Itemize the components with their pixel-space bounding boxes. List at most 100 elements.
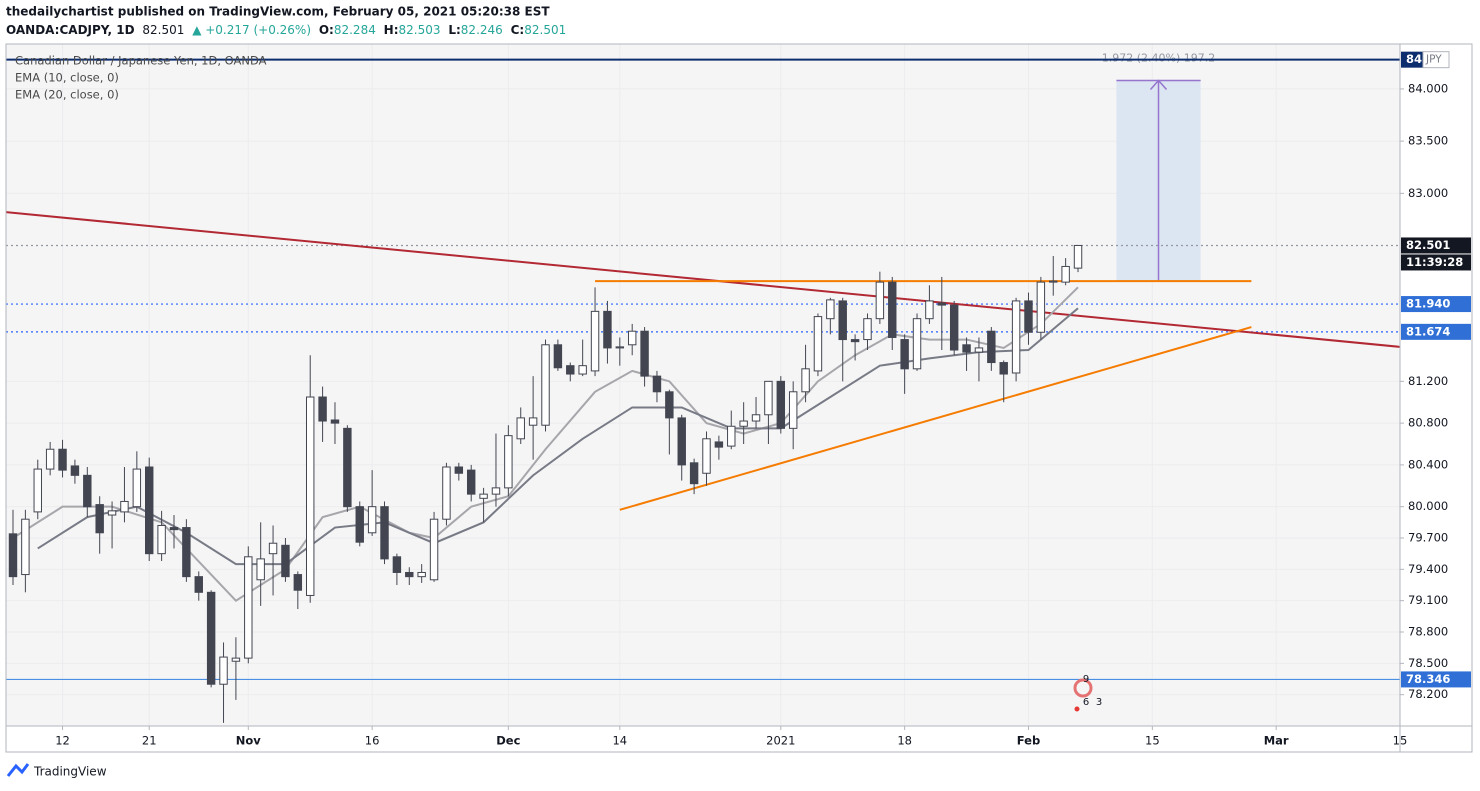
candle-body (83, 474, 92, 508)
candle-body (466, 469, 476, 495)
trendline (6, 211, 1400, 348)
candle-body (417, 571, 426, 578)
candle-body (652, 375, 662, 393)
ohlc-value: 82.284 (334, 23, 376, 37)
candle-body (1061, 265, 1070, 283)
candle-body (330, 419, 340, 424)
y-tick-label: 80.400 (1408, 457, 1448, 471)
candle-body (169, 527, 179, 531)
y-tick-label: 78.500 (1408, 656, 1448, 670)
candle-body (528, 417, 538, 426)
candle-body (826, 299, 835, 320)
candle-body (504, 435, 513, 489)
candle-body (776, 380, 786, 429)
candle-body (566, 365, 575, 375)
candle-body (145, 466, 154, 555)
ohlc-value: 82.246 (461, 23, 503, 37)
candle-body (925, 300, 934, 320)
candle-body (702, 438, 711, 474)
event-icon (1074, 706, 1080, 712)
candle-body (244, 556, 253, 659)
x-tick-label: 15 (1145, 734, 1160, 748)
legend-entry: Canadian Dollar / Japanese Yen, 1D, OAND… (15, 54, 267, 68)
legend-entry: EMA (10, close, 0) (15, 71, 119, 85)
candle-body (677, 417, 686, 466)
y-tick-label: 80.000 (1408, 499, 1448, 513)
candle-body (392, 556, 402, 573)
candle-body (541, 344, 550, 426)
candle-body (429, 518, 439, 581)
x-tick-label: 21 (142, 734, 157, 748)
currency-bg (1422, 51, 1450, 69)
price-label-bg (1401, 671, 1471, 688)
candle-body (615, 346, 625, 349)
ohlc-label: L: (448, 23, 460, 37)
ohlc-label: O: (319, 23, 334, 37)
candle-body (454, 466, 464, 474)
y-tick-label: 83.000 (1408, 186, 1448, 200)
y-tick-label: 83.500 (1408, 134, 1448, 148)
x-tick-label: Nov (236, 734, 262, 748)
candle-body (875, 281, 885, 320)
candle-body (665, 391, 674, 419)
candle-body (293, 574, 303, 591)
candle-body (863, 318, 872, 341)
ohlc-label: C: (511, 23, 525, 37)
candle-body (256, 558, 265, 581)
price: 82.501 (142, 23, 184, 37)
price-label: 81.940 (1406, 297, 1450, 311)
price-label-bg (1401, 51, 1423, 68)
x-tick-label: 16 (365, 734, 380, 748)
price-label-bg (1401, 296, 1471, 313)
event-label: 6 (1083, 697, 1089, 708)
y-tick-label: 79.100 (1408, 593, 1448, 607)
candle-body (21, 518, 30, 576)
event-label: 3 (1096, 697, 1102, 708)
price-label: 82.501 (1406, 238, 1450, 252)
candle-body (764, 380, 773, 416)
candle-body (1024, 300, 1033, 333)
event-label: 9 (1083, 674, 1089, 685)
candle-body (516, 417, 525, 440)
y-tick-label: 81.200 (1408, 374, 1448, 388)
y-tick-label: 79.400 (1408, 562, 1448, 576)
x-tick-label: Feb (1017, 734, 1040, 748)
event-icon (1073, 678, 1093, 698)
countdown-bg (1401, 254, 1471, 271)
ohlc-label: H: (384, 23, 399, 37)
candle-body (95, 504, 104, 534)
candle-body (937, 302, 947, 306)
plot-layer: 1.972 (2.40%) 197.2 (6, 44, 1400, 726)
price-label-bg (1401, 237, 1471, 254)
y-tick-label: 78.800 (1408, 625, 1448, 639)
candle-body (727, 425, 736, 447)
candle-body (281, 544, 290, 578)
currency: JPY (1425, 54, 1442, 66)
candle-body (305, 396, 315, 596)
candle-body (231, 657, 241, 662)
candle-body (442, 466, 451, 520)
candle-body (640, 330, 649, 377)
countdown: 11:39:28 (1406, 255, 1463, 269)
candle-body (900, 339, 909, 370)
candle-body (1011, 300, 1021, 374)
publish-line: thedailychartist published on TradingVie… (6, 5, 550, 19)
event-marker: 9 6 3 (1073, 674, 1102, 712)
candle-body (194, 576, 203, 593)
position-arrowhead (1149, 79, 1168, 91)
candle-body (603, 310, 612, 349)
candle-body (801, 368, 810, 393)
price-label: 81.674 (1406, 324, 1450, 338)
candle-body (627, 330, 637, 346)
candle-body (268, 542, 278, 555)
candle-body (987, 330, 996, 364)
y-tick-label: 84.000 (1408, 81, 1448, 95)
price-label: 78.346 (1406, 672, 1450, 686)
y-tick-label: 80.800 (1408, 416, 1448, 430)
candle-body (479, 493, 488, 499)
candle-body (107, 510, 117, 516)
x-tick-label: 2021 (766, 734, 795, 748)
y-tick-label: 78.200 (1408, 687, 1448, 701)
x-tick-label: Mar (1264, 734, 1289, 748)
